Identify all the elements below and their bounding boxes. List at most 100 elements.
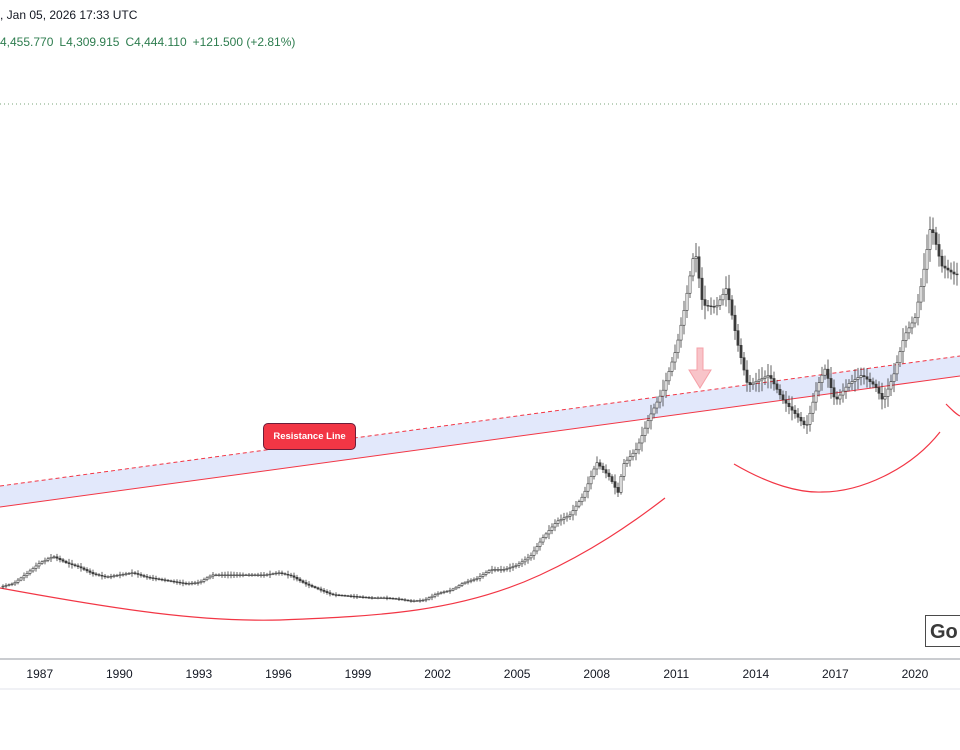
candle-body (787, 402, 791, 408)
candle-body (547, 530, 551, 535)
cup-arc-long-term[interactable] (0, 497, 666, 621)
candle-body (688, 275, 692, 294)
candle-body (628, 456, 632, 461)
candle-body (376, 597, 380, 599)
candle-body (799, 416, 803, 422)
candle-body (907, 327, 911, 334)
candle-body (841, 390, 845, 396)
candle-body (76, 565, 80, 568)
candle-body (184, 582, 188, 585)
candle-body (418, 600, 422, 602)
x-tick-label: 1996 (265, 667, 292, 681)
candle-body (385, 597, 389, 599)
candle-body (40, 561, 44, 564)
candle-body (775, 383, 779, 390)
candle-body (163, 579, 167, 581)
peak-down-arrow-icon[interactable] (688, 347, 712, 389)
candle-body (322, 589, 326, 592)
candle-body (763, 376, 767, 379)
ohlc-change: +121.500 (+2.81%) (192, 35, 296, 49)
candle-body (379, 597, 383, 599)
candle-body (532, 550, 536, 556)
candle-body (271, 573, 275, 575)
candle-body (919, 286, 923, 303)
candle-body (601, 465, 605, 470)
candle-body (274, 572, 278, 575)
candle-body (94, 573, 98, 575)
candle-body (595, 462, 599, 470)
candle-body (118, 574, 122, 576)
candle-body (796, 413, 800, 418)
candle-body (262, 574, 266, 576)
candle-body (406, 599, 410, 602)
candle-body (361, 596, 365, 598)
x-tick-label: 1999 (345, 667, 372, 681)
resistance-line-label[interactable]: Resistance Line (263, 423, 356, 450)
candle-body (667, 371, 671, 382)
candle-body (490, 569, 494, 571)
candle-body (388, 597, 392, 600)
resistance-lower-line[interactable] (0, 375, 960, 508)
candle-body (448, 590, 452, 592)
candle-body (568, 514, 572, 517)
candle-body (109, 575, 113, 578)
candle-body (130, 572, 134, 574)
candle-body (631, 452, 635, 458)
cup-arc-2013-2020[interactable] (733, 431, 941, 493)
candle-body (937, 244, 941, 257)
candle-body (574, 505, 578, 511)
candle-body (622, 463, 626, 477)
candle-body (190, 582, 194, 585)
candle-body (31, 568, 35, 572)
candle-body (475, 577, 479, 580)
resistance-upper-dashed-line[interactable] (0, 355, 960, 487)
candle-body (382, 597, 386, 599)
candle-body (895, 362, 899, 375)
candle-body (397, 598, 401, 600)
candle-body (871, 381, 875, 385)
ohlc-high: 4,455.770 (0, 35, 54, 49)
candle-body (214, 574, 218, 576)
candle-body (619, 476, 623, 493)
candle-body (100, 575, 104, 577)
candle-body (112, 575, 116, 577)
candle-body (439, 592, 443, 594)
candle-body (340, 594, 344, 597)
candle-body (658, 395, 662, 403)
candle-body (4, 585, 8, 587)
candle-body (202, 579, 206, 582)
candle-body (463, 581, 467, 585)
candle-body (10, 583, 14, 586)
candle-body (757, 379, 761, 382)
candle-body (754, 381, 758, 384)
candle-body (364, 596, 368, 599)
candle-body (706, 305, 710, 307)
candle-body (211, 574, 215, 577)
candle-body (646, 420, 650, 429)
candle-body (358, 596, 362, 598)
candle-body (442, 591, 446, 593)
candle-body (784, 399, 788, 404)
resistance-band (0, 356, 960, 507)
candle-body (481, 574, 485, 577)
cup-arc-right-edge[interactable] (945, 403, 960, 417)
candle-body (91, 572, 95, 575)
candle-body (256, 574, 260, 576)
candle-body (454, 586, 458, 590)
x-tick-label: 2005 (504, 667, 531, 681)
candle-body (37, 563, 41, 567)
candle-body (523, 559, 527, 563)
candle-body (670, 361, 674, 372)
candle-body (517, 563, 521, 566)
candle-body (928, 229, 932, 250)
candle-body (298, 578, 302, 582)
candle-body (409, 600, 413, 602)
candle-body (772, 378, 776, 385)
candle-body (865, 376, 869, 380)
candle-body (178, 581, 182, 584)
candle-body (700, 277, 704, 300)
candle-body (181, 582, 185, 584)
candle-body (391, 597, 395, 600)
candle-body (598, 462, 602, 467)
